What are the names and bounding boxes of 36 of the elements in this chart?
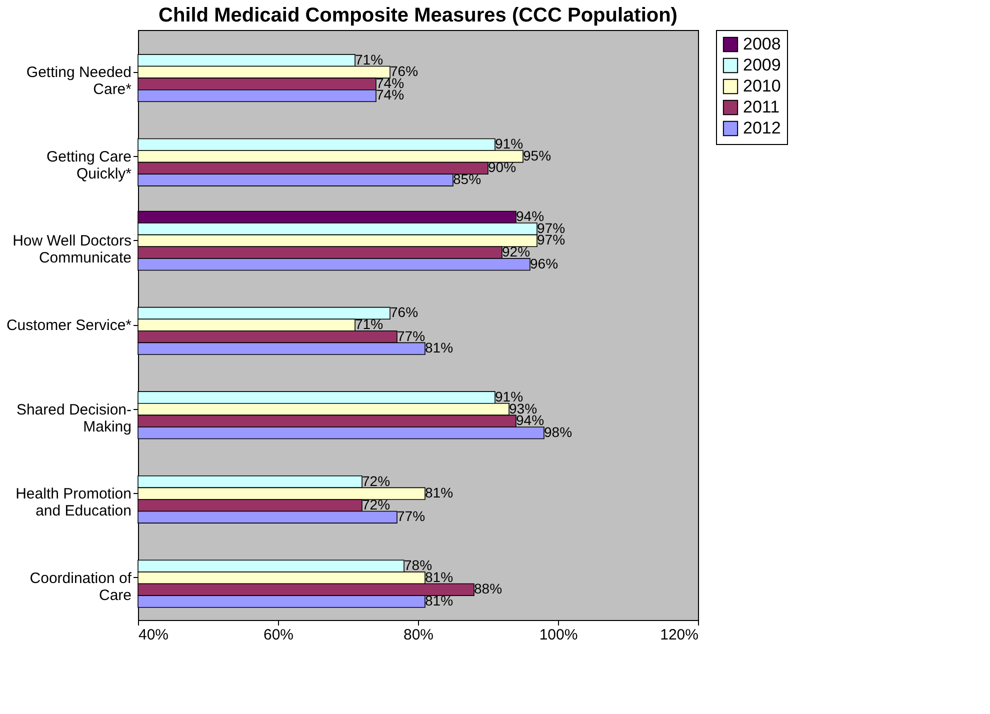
y-tick-label: Health Promotion and Education — [16, 486, 132, 520]
data-label: 77% — [397, 328, 426, 344]
x-tick-label: 40% — [138, 626, 169, 644]
data-label: 76% — [390, 304, 418, 320]
x-tick-label: 60% — [263, 626, 294, 644]
data-label: 96% — [530, 255, 558, 272]
data-label: 88% — [474, 580, 502, 597]
x-tick-label: 120% — [660, 626, 698, 644]
legend-label: 2012 — [743, 118, 781, 138]
y-tick-label: Shared Decision-Making — [16, 401, 132, 436]
data-label: 81% — [425, 484, 454, 501]
legend-label: 2009 — [743, 56, 781, 74]
data-label: 71% — [355, 51, 384, 68]
data-label: 72% — [362, 472, 390, 489]
legend-label: 2010 — [743, 76, 781, 96]
data-label: 95% — [523, 147, 552, 164]
x-tick-label: 100% — [539, 626, 578, 644]
data-label: 81% — [425, 592, 454, 608]
y-tick-label: Getting Needed Care* — [26, 64, 132, 98]
data-label: 72% — [362, 496, 390, 512]
data-label: 85% — [453, 171, 482, 188]
x-tick-label: 80% — [403, 626, 434, 644]
y-tick-label: Coordination of Care — [30, 570, 132, 604]
chart-title: Child Medicaid Composite Measures (CCC Population) — [158, 4, 678, 26]
data-label: 91% — [495, 136, 524, 152]
data-label: 98% — [544, 424, 572, 440]
data-label: 77% — [397, 508, 426, 524]
legend-label: 2011 — [743, 98, 780, 116]
data-label: 90% — [488, 159, 516, 176]
y-tick-label: Customer Service* — [6, 317, 132, 334]
data-label: 71% — [355, 316, 384, 332]
y-tick-label: Getting Care Quickly* — [46, 148, 132, 182]
legend-label: 2008 — [743, 34, 781, 54]
data-label: 92% — [502, 244, 530, 260]
y-tick-label: How Well Doctors Communicate — [12, 232, 132, 267]
data-label: 81% — [425, 340, 454, 356]
